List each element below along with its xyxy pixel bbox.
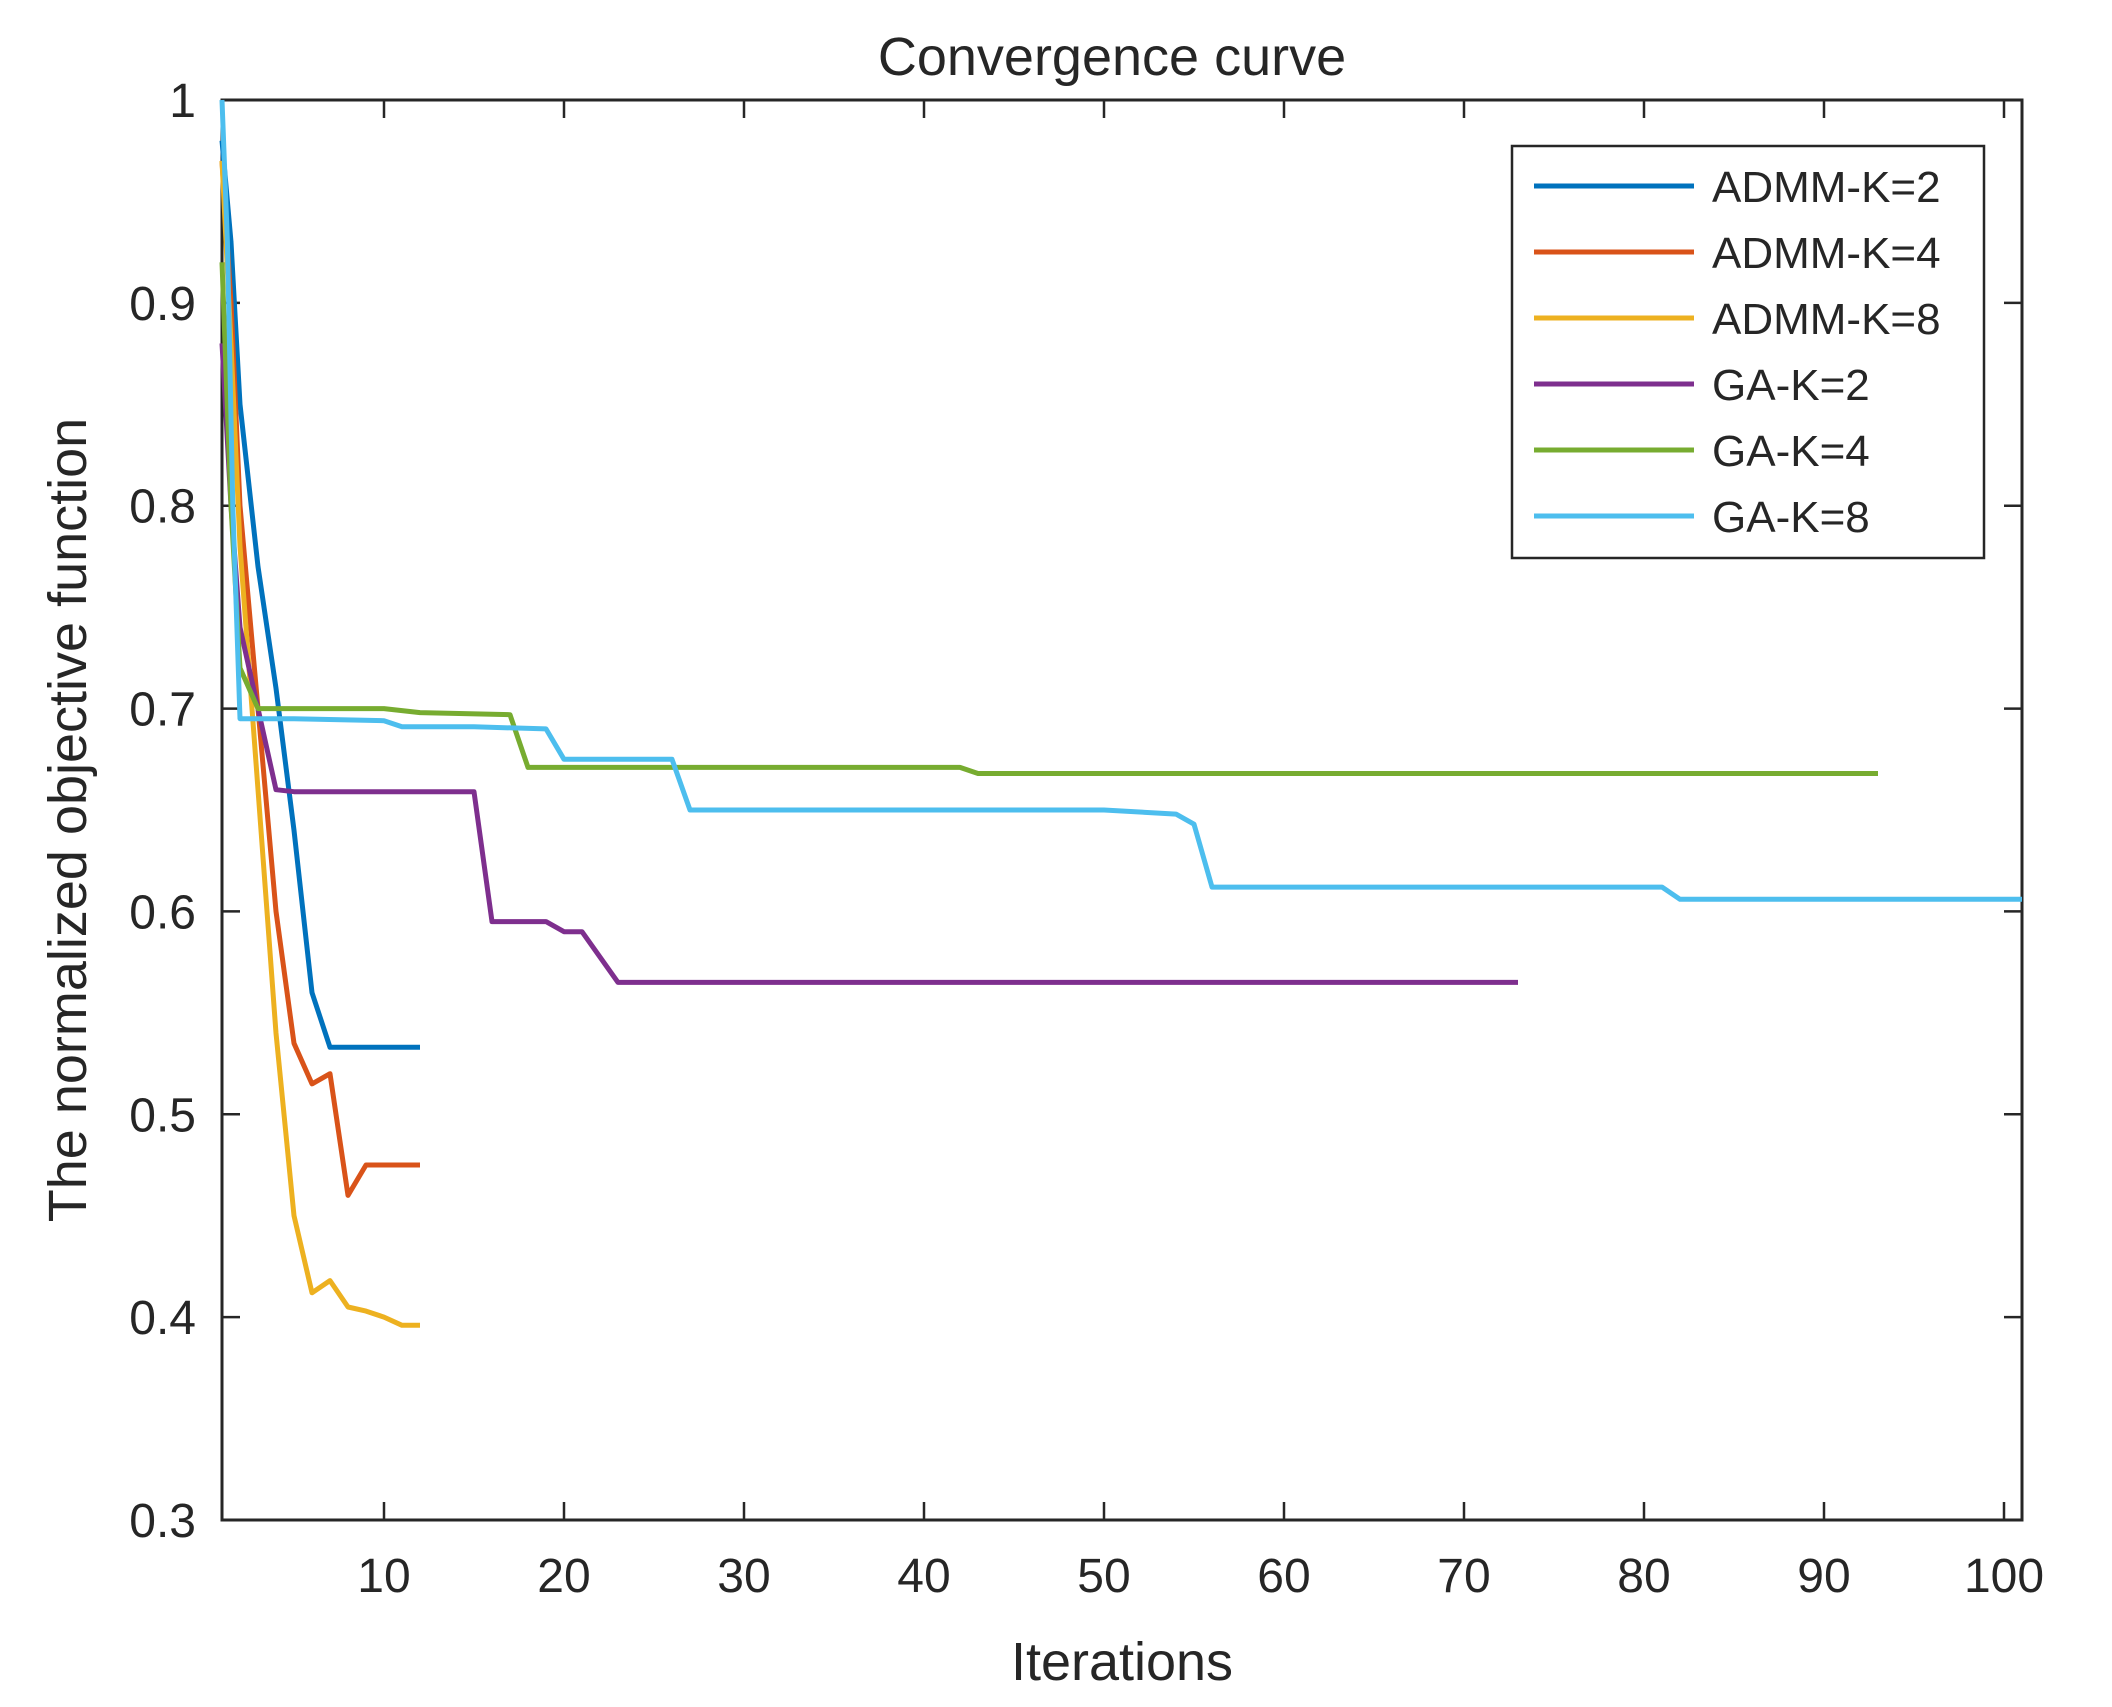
chart-title: Convergence curve bbox=[878, 27, 1346, 87]
x-tick-label: 90 bbox=[1797, 1550, 1850, 1603]
series-line-admm-k-2 bbox=[219, 140, 420, 1050]
legend-label-ga-k-8: GA-K=8 bbox=[1712, 493, 1870, 542]
y-tick-label: 0.3 bbox=[129, 1495, 196, 1548]
legend: ADMM-K=2 ADMM-K=4 ADMM-K=8 GA-K=2 GA-K=4 GA-K… bbox=[1510, 144, 1986, 560]
y-axis-label: The normalized objective function bbox=[38, 418, 98, 1222]
series-lines bbox=[219, 99, 2022, 1328]
series-line-admm-k-8 bbox=[219, 160, 420, 1328]
x-tick-label: 70 bbox=[1437, 1550, 1490, 1603]
x-tick-label: 100 bbox=[1964, 1550, 2044, 1603]
y-tick-label: 0.6 bbox=[129, 886, 196, 939]
x-tick-label: 40 bbox=[897, 1550, 950, 1603]
x-tick-label: 60 bbox=[1257, 1550, 1310, 1603]
y-tick-label: 0.9 bbox=[129, 278, 196, 331]
x-tick-label: 50 bbox=[1077, 1550, 1130, 1603]
y-tick-label: 0.4 bbox=[129, 1292, 196, 1345]
y-tick-label: 0.7 bbox=[129, 684, 196, 737]
legend-label-ga-k-4: GA-K=4 bbox=[1712, 427, 1870, 476]
legend-label-admm-k-2: ADMM-K=2 bbox=[1712, 163, 1941, 212]
y-tick-label: 1 bbox=[169, 75, 196, 128]
legend-box bbox=[1510, 144, 1986, 560]
x-tick-label: 10 bbox=[357, 1550, 410, 1603]
x-tick-label: 80 bbox=[1617, 1550, 1670, 1603]
series-line-ga-k-8 bbox=[219, 99, 2022, 902]
x-axis-label: Iterations bbox=[1011, 1632, 1233, 1692]
legend-label-admm-k-4: ADMM-K=4 bbox=[1712, 229, 1941, 278]
series-line-admm-k-4 bbox=[219, 160, 420, 1198]
y-tick-label: 0.8 bbox=[129, 481, 196, 534]
x-tick-label: 20 bbox=[537, 1550, 590, 1603]
legend-label-admm-k-8: ADMM-K=8 bbox=[1712, 295, 1941, 344]
legend-label-ga-k-2: GA-K=2 bbox=[1712, 361, 1870, 410]
axis-ticks: 10 20 30 40 50 60 70 80 90 100 0.3 0.4 0.5 0.6 0.7 0.8 0… bbox=[129, 75, 2044, 1603]
series-line-ga-k-4 bbox=[219, 262, 1878, 776]
x-tick-label: 30 bbox=[717, 1550, 770, 1603]
y-tick-label: 0.5 bbox=[129, 1089, 196, 1142]
